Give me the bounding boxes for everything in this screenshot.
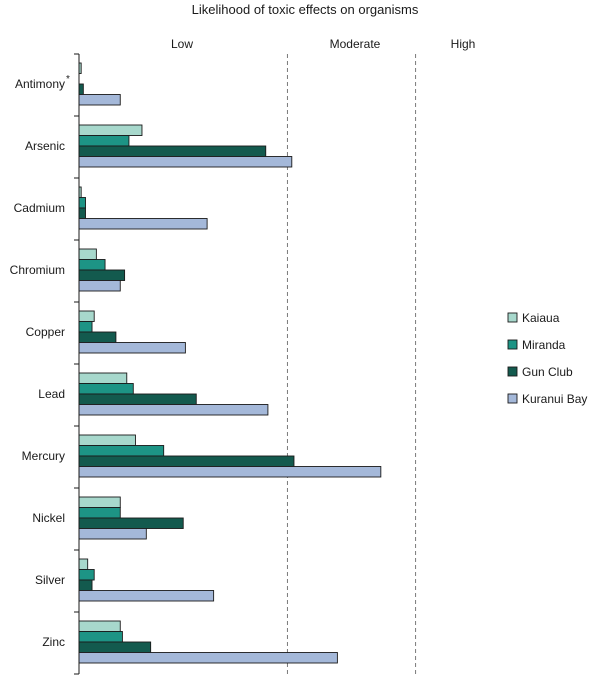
- bar-arsenic-miranda: [78, 135, 130, 147]
- legend-swatch-kaiaua: [507, 312, 518, 323]
- bar-chromium-kaiaua: [78, 248, 97, 260]
- bar-antimony-kuranui-bay: [78, 94, 121, 106]
- legend: Kaiaua Miranda Gun Club Kuranui Bay: [507, 311, 587, 406]
- bar-silver-miranda: [78, 569, 95, 581]
- bar-zinc-kaiaua: [78, 620, 121, 632]
- category-label-arsenic: Arsenic: [25, 139, 65, 153]
- bar-mercury-kuranui-bay: [78, 466, 382, 478]
- legend-label-miranda: Miranda: [522, 338, 566, 352]
- bar-mercury-kaiaua: [78, 434, 136, 446]
- bar-chromium-miranda: [78, 259, 106, 271]
- bar-arsenic-kuranui-bay: [78, 156, 293, 168]
- legend-swatch-miranda: [507, 339, 518, 350]
- bar-mercury-gun-club: [78, 455, 295, 467]
- category-label-silver: Silver: [35, 573, 65, 587]
- legend-label-kaiaua: Kaiaua: [522, 311, 560, 325]
- zone-label-low: Low: [171, 37, 193, 51]
- bar-arsenic-gun-club: [78, 145, 267, 157]
- category-label-antimony: Antimony: [15, 77, 65, 91]
- legend-swatch-kuranui-bay: [507, 393, 518, 404]
- bar-lead-kaiaua: [78, 372, 128, 384]
- bar-arsenic-kaiaua: [78, 124, 143, 136]
- category-label-nickel: Nickel: [32, 511, 65, 525]
- bar-zinc-gun-club: [78, 641, 152, 653]
- bar-copper-kuranui-bay: [78, 342, 186, 354]
- bar-cadmium-gun-club: [78, 207, 86, 219]
- bar-copper-kaiaua: [78, 310, 95, 322]
- zone-labels: Low Moderate High: [171, 37, 475, 674]
- bar-zinc-kuranui-bay: [78, 652, 338, 664]
- bar-chromium-kuranui-bay: [78, 280, 121, 292]
- bar-cadmium-kuranui-bay: [78, 218, 208, 230]
- bar-copper-gun-club: [78, 331, 117, 343]
- category-axis: Antimony * Arsenic Cadmium Chromium Copper Lea…: [10, 53, 80, 675]
- bar-nickel-kaiaua: [78, 496, 121, 508]
- zone-label-high: High: [451, 37, 476, 51]
- bar-lead-gun-club: [78, 393, 197, 405]
- bar-zinc-miranda: [78, 631, 123, 643]
- category-label-chromium: Chromium: [10, 263, 65, 277]
- zone-label-moderate: Moderate: [330, 37, 381, 51]
- bar-lead-kuranui-bay: [78, 404, 269, 416]
- bar-silver-kuranui-bay: [78, 590, 215, 602]
- bar-nickel-kuranui-bay: [78, 528, 147, 540]
- bar-lead-miranda: [78, 383, 134, 395]
- category-label-copper: Copper: [26, 325, 65, 339]
- bar-copper-miranda: [78, 321, 93, 333]
- bars: [78, 62, 382, 664]
- legend-swatch-gun-club: [507, 366, 518, 377]
- category-label-mercury: Mercury: [22, 449, 65, 463]
- category-label-zinc: Zinc: [42, 635, 65, 649]
- chart-title: Likelihood of toxic effects on organisms: [192, 2, 419, 17]
- bar-nickel-gun-club: [78, 517, 184, 529]
- bar-mercury-miranda: [78, 445, 165, 457]
- legend-label-kuranui-bay: Kuranui Bay: [522, 392, 587, 406]
- bar-antimony-gun-club: [78, 83, 84, 95]
- category-label-cadmium: Cadmium: [14, 201, 65, 215]
- category-note-antimony: *: [66, 74, 70, 85]
- legend-label-gun-club: Gun Club: [522, 365, 573, 379]
- bar-silver-gun-club: [78, 579, 93, 591]
- bar-silver-kaiaua: [78, 558, 89, 570]
- bar-chromium-gun-club: [78, 269, 126, 281]
- category-label-lead: Lead: [38, 387, 65, 401]
- bar-nickel-miranda: [78, 507, 121, 519]
- bar-cadmium-miranda: [78, 197, 86, 209]
